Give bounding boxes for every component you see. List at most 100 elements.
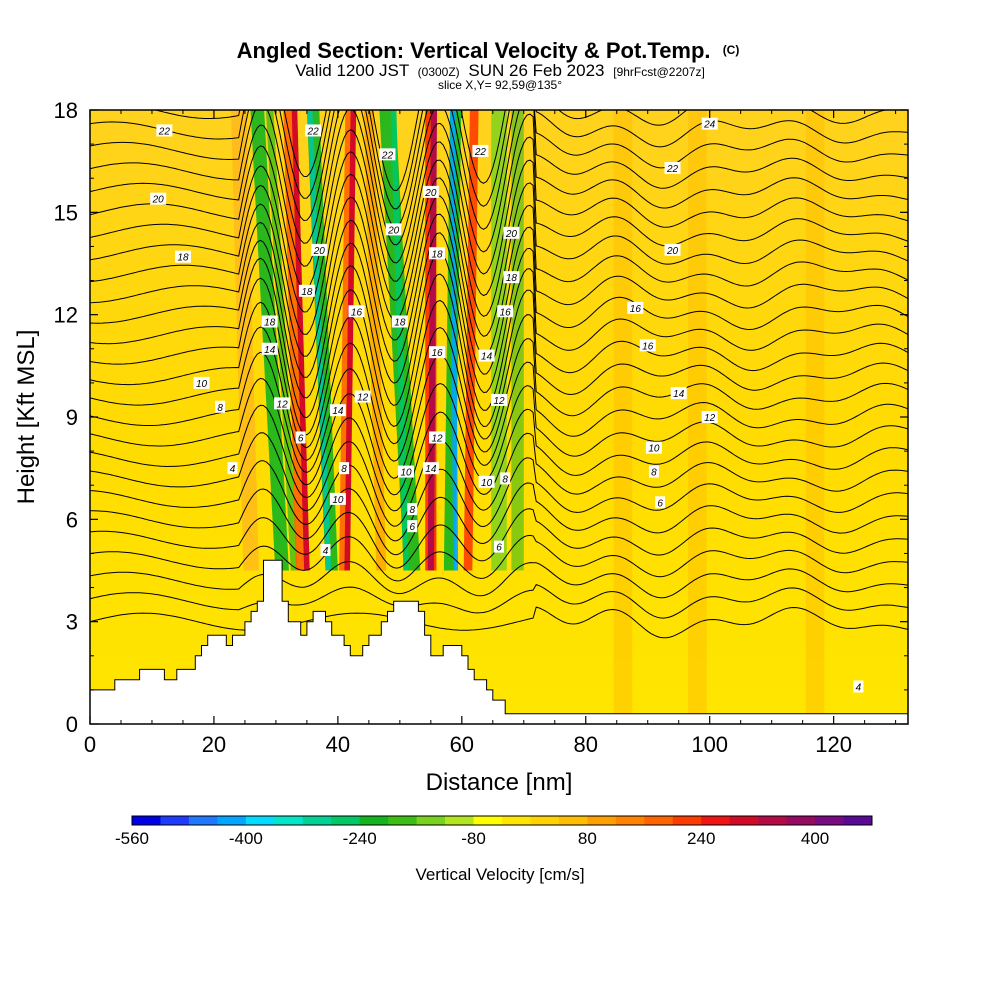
contour-label-bg bbox=[174, 250, 191, 263]
contour-label: 10 bbox=[332, 495, 344, 506]
x-tick-label: 60 bbox=[450, 732, 474, 757]
theta-contour bbox=[153, 110, 889, 192]
contour-label: 12 bbox=[277, 399, 289, 410]
contour-label-bg bbox=[261, 342, 278, 355]
contour-label: 18 bbox=[301, 287, 313, 298]
y-tick-label: 0 bbox=[66, 712, 78, 737]
y-tick-label: 3 bbox=[66, 610, 78, 635]
x-tick-label: 0 bbox=[84, 732, 96, 757]
contour-label-bg bbox=[701, 411, 718, 423]
contour-label-bg bbox=[339, 462, 350, 475]
colorbar-swatch bbox=[615, 816, 645, 825]
contour-label-bg bbox=[193, 376, 210, 389]
colorbar-swatch bbox=[132, 816, 161, 825]
contour-label: 22 bbox=[158, 126, 171, 137]
contour-label: 6 bbox=[409, 522, 415, 533]
contour-label: 20 bbox=[424, 188, 437, 199]
theta-contour bbox=[90, 151, 908, 317]
contour-label: 16 bbox=[351, 307, 363, 318]
theta-contour bbox=[90, 534, 908, 582]
colorbar-swatch bbox=[445, 816, 475, 825]
contour-label: 22 bbox=[474, 147, 487, 158]
colorbar bbox=[131, 815, 873, 826]
x-tick-label: 80 bbox=[574, 732, 598, 757]
contour-label-bg bbox=[853, 680, 864, 693]
colorbar-swatch bbox=[786, 816, 816, 825]
contour-label: 10 bbox=[481, 478, 493, 489]
colorbar-swatch bbox=[815, 816, 845, 825]
colorbar-label: 240 bbox=[687, 829, 715, 848]
contour-label-bg bbox=[398, 465, 415, 478]
colorbar-labels: -560 -400 -240 -80 80 240 400 bbox=[115, 829, 829, 848]
forecast-run: [9hrFcst@2207z] bbox=[613, 65, 705, 79]
contour-label-bg bbox=[274, 397, 291, 410]
contour-label-bg bbox=[503, 226, 520, 239]
valid-utc: (0300Z) bbox=[418, 65, 460, 79]
contour-label: 18 bbox=[394, 317, 406, 328]
contour-label: 20 bbox=[666, 246, 679, 257]
x-tick-label: 100 bbox=[691, 732, 728, 757]
colorbar-swatch bbox=[416, 816, 446, 825]
theta-contour bbox=[90, 561, 908, 599]
colorbar-swatch bbox=[274, 816, 304, 825]
velocity-band bbox=[307, 110, 332, 571]
contour-label-bg bbox=[311, 243, 328, 256]
contour-label: 22 bbox=[381, 150, 394, 161]
colorbar-label: 400 bbox=[801, 829, 829, 848]
colorbar-frame bbox=[131, 815, 873, 826]
contour-label-bg bbox=[391, 315, 408, 328]
colorbar-swatch bbox=[701, 816, 731, 825]
contour-label-bg bbox=[379, 148, 396, 161]
colorbar-swatch bbox=[502, 816, 531, 825]
contour-label-bg bbox=[664, 243, 681, 256]
contour-label: 14 bbox=[481, 352, 493, 363]
theta-contour bbox=[90, 457, 908, 542]
colorbar-title: Vertical Velocity [cm/s] bbox=[415, 865, 584, 884]
contour-label: 16 bbox=[642, 341, 654, 352]
contour-label-bg bbox=[478, 349, 495, 362]
contour-label-bg bbox=[385, 223, 402, 236]
theta-contour bbox=[90, 432, 908, 527]
x-axis-label: Distance [nm] bbox=[426, 769, 573, 796]
theta-contour bbox=[90, 110, 908, 210]
theta-contour bbox=[90, 606, 908, 639]
theta-contour bbox=[90, 232, 908, 399]
contour-label: 8 bbox=[409, 505, 415, 516]
contour-label: 20 bbox=[313, 246, 326, 257]
contour-label: 8 bbox=[651, 468, 657, 479]
contour-label-bg bbox=[407, 503, 418, 516]
colorbar-swatch bbox=[217, 816, 247, 825]
colorbar-label: -80 bbox=[461, 829, 486, 848]
y-tick-label: 18 bbox=[54, 98, 78, 123]
contour-label-bg bbox=[429, 346, 446, 359]
contour-label: 10 bbox=[196, 379, 208, 390]
y-axis-ticks: 0 3 6 9 12 15 18 bbox=[54, 98, 908, 737]
theta-contour bbox=[90, 110, 908, 275]
valid-prefix: Valid 1200 JST bbox=[295, 61, 409, 80]
theta-contour bbox=[90, 129, 908, 297]
colorbar-swatch bbox=[302, 816, 332, 825]
slice-info: slice X,Y= 92,59@135° bbox=[438, 78, 562, 92]
theta-contour bbox=[90, 173, 908, 337]
contour-label-bg bbox=[478, 475, 495, 488]
colorbar-swatch bbox=[587, 816, 617, 825]
contour-label: 4 bbox=[856, 682, 862, 693]
colorbar-swatch bbox=[843, 816, 873, 825]
colorbar-swatch bbox=[388, 816, 418, 825]
contour-label: 10 bbox=[400, 468, 412, 479]
contour-label: 16 bbox=[630, 304, 642, 315]
contour-label-bg bbox=[305, 124, 322, 137]
contour-label: 14 bbox=[673, 389, 685, 400]
contour-label-bg bbox=[422, 185, 439, 198]
contour-label: 12 bbox=[704, 413, 716, 424]
colorbar-swatch bbox=[729, 816, 759, 825]
theta-contour bbox=[90, 110, 908, 230]
contour-label: 12 bbox=[357, 393, 369, 404]
contour-label-bg bbox=[429, 431, 446, 444]
contour-label-bg bbox=[648, 465, 659, 478]
colorbar-swatch bbox=[558, 816, 588, 825]
theta-contour bbox=[90, 213, 908, 378]
contour-label: 20 bbox=[387, 225, 400, 236]
contour-label: 18 bbox=[264, 317, 276, 328]
